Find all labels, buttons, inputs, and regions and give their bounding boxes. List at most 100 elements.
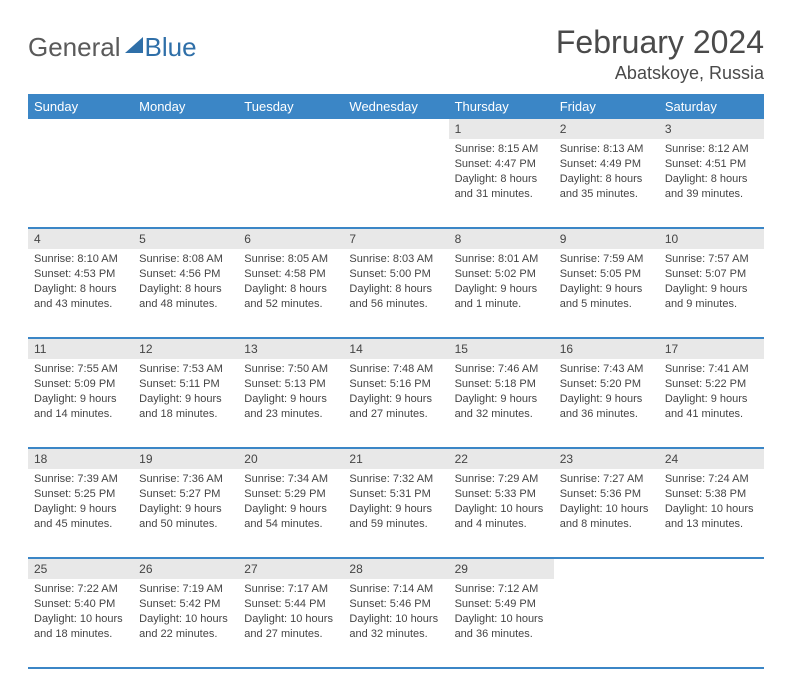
day-info: Sunrise: 7:50 AMSunset: 5:13 PMDaylight:… (238, 359, 343, 427)
daylight-text-2: and 22 minutes. (139, 627, 232, 642)
day-cell: Sunrise: 8:08 AMSunset: 4:56 PMDaylight:… (133, 249, 238, 337)
daylight-text-1: Daylight: 9 hours (665, 392, 758, 407)
sunset-text: Sunset: 5:22 PM (665, 377, 758, 392)
day-cell: Sunrise: 7:59 AMSunset: 5:05 PMDaylight:… (554, 249, 659, 337)
day-number-cell (659, 558, 764, 579)
day-cell: Sunrise: 7:27 AMSunset: 5:36 PMDaylight:… (554, 469, 659, 557)
day-info: Sunrise: 8:13 AMSunset: 4:49 PMDaylight:… (554, 139, 659, 207)
daylight-text-1: Daylight: 9 hours (349, 392, 442, 407)
sunrise-text: Sunrise: 7:29 AM (455, 472, 548, 487)
sunrise-text: Sunrise: 7:50 AM (244, 362, 337, 377)
daylight-text-1: Daylight: 9 hours (560, 392, 653, 407)
day-cell: Sunrise: 7:53 AMSunset: 5:11 PMDaylight:… (133, 359, 238, 447)
sunrise-text: Sunrise: 7:55 AM (34, 362, 127, 377)
sunset-text: Sunset: 4:56 PM (139, 267, 232, 282)
daylight-text-2: and 9 minutes. (665, 297, 758, 312)
week-daynum-row: 2526272829 (28, 558, 764, 579)
day-number-cell: 11 (28, 338, 133, 359)
day-info: Sunrise: 7:12 AMSunset: 5:49 PMDaylight:… (449, 579, 554, 647)
daylight-text-1: Daylight: 9 hours (34, 502, 127, 517)
daylight-text-2: and 1 minute. (455, 297, 548, 312)
week-info-row: Sunrise: 8:10 AMSunset: 4:53 PMDaylight:… (28, 249, 764, 337)
daylight-text-1: Daylight: 10 hours (349, 612, 442, 627)
day-number-cell (238, 119, 343, 139)
daylight-text-2: and 5 minutes. (560, 297, 653, 312)
daylight-text-1: Daylight: 8 hours (455, 172, 548, 187)
brand-logo: General Blue (28, 24, 197, 63)
sunrise-text: Sunrise: 8:12 AM (665, 142, 758, 157)
day-cell: Sunrise: 7:57 AMSunset: 5:07 PMDaylight:… (659, 249, 764, 337)
daylight-text-2: and 32 minutes. (349, 627, 442, 642)
dayname-thursday: Thursday (449, 94, 554, 119)
daylight-text-1: Daylight: 10 hours (139, 612, 232, 627)
day-number-cell (28, 119, 133, 139)
day-info: Sunrise: 7:57 AMSunset: 5:07 PMDaylight:… (659, 249, 764, 317)
day-cell (554, 579, 659, 667)
sunset-text: Sunset: 5:40 PM (34, 597, 127, 612)
day-info: Sunrise: 7:32 AMSunset: 5:31 PMDaylight:… (343, 469, 448, 537)
day-cell: Sunrise: 8:03 AMSunset: 5:00 PMDaylight:… (343, 249, 448, 337)
day-info: Sunrise: 8:03 AMSunset: 5:00 PMDaylight:… (343, 249, 448, 317)
day-header-row: Sunday Monday Tuesday Wednesday Thursday… (28, 94, 764, 119)
sunset-text: Sunset: 4:47 PM (455, 157, 548, 172)
day-cell: Sunrise: 7:34 AMSunset: 5:29 PMDaylight:… (238, 469, 343, 557)
sunrise-text: Sunrise: 7:24 AM (665, 472, 758, 487)
daylight-text-1: Daylight: 9 hours (139, 392, 232, 407)
day-info: Sunrise: 8:12 AMSunset: 4:51 PMDaylight:… (659, 139, 764, 207)
sunset-text: Sunset: 5:09 PM (34, 377, 127, 392)
day-info: Sunrise: 7:53 AMSunset: 5:11 PMDaylight:… (133, 359, 238, 427)
day-info: Sunrise: 7:19 AMSunset: 5:42 PMDaylight:… (133, 579, 238, 647)
daylight-text-2: and 45 minutes. (34, 517, 127, 532)
day-number-cell: 24 (659, 448, 764, 469)
day-number-cell: 26 (133, 558, 238, 579)
day-number-cell: 8 (449, 228, 554, 249)
daylight-text-1: Daylight: 9 hours (244, 392, 337, 407)
day-number-cell: 19 (133, 448, 238, 469)
daylight-text-1: Daylight: 9 hours (349, 502, 442, 517)
day-cell (343, 139, 448, 227)
dayname-sunday: Sunday (28, 94, 133, 119)
day-number-cell: 25 (28, 558, 133, 579)
day-number-cell: 21 (343, 448, 448, 469)
day-info: Sunrise: 7:46 AMSunset: 5:18 PMDaylight:… (449, 359, 554, 427)
page-title: February 2024 (556, 24, 764, 61)
daylight-text-1: Daylight: 8 hours (349, 282, 442, 297)
daylight-text-2: and 13 minutes. (665, 517, 758, 532)
day-cell: Sunrise: 7:12 AMSunset: 5:49 PMDaylight:… (449, 579, 554, 667)
day-number-cell: 2 (554, 119, 659, 139)
week-daynum-row: 45678910 (28, 228, 764, 249)
day-cell (133, 139, 238, 227)
daylight-text-2: and 27 minutes. (244, 627, 337, 642)
daylight-text-2: and 18 minutes. (139, 407, 232, 422)
day-info: Sunrise: 7:55 AMSunset: 5:09 PMDaylight:… (28, 359, 133, 427)
calendar-page: General Blue February 2024 Abatskoye, Ru… (0, 0, 792, 693)
day-number-cell: 17 (659, 338, 764, 359)
week-info-row: Sunrise: 7:39 AMSunset: 5:25 PMDaylight:… (28, 469, 764, 557)
daylight-text-1: Daylight: 9 hours (244, 502, 337, 517)
week-info-row: Sunrise: 8:15 AMSunset: 4:47 PMDaylight:… (28, 139, 764, 227)
day-number-cell: 28 (343, 558, 448, 579)
day-number-cell: 23 (554, 448, 659, 469)
day-number-cell: 14 (343, 338, 448, 359)
sunrise-text: Sunrise: 7:14 AM (349, 582, 442, 597)
daylight-text-2: and 52 minutes. (244, 297, 337, 312)
dayname-saturday: Saturday (659, 94, 764, 119)
day-cell: Sunrise: 7:50 AMSunset: 5:13 PMDaylight:… (238, 359, 343, 447)
day-cell: Sunrise: 8:13 AMSunset: 4:49 PMDaylight:… (554, 139, 659, 227)
day-cell (28, 139, 133, 227)
day-cell: Sunrise: 8:01 AMSunset: 5:02 PMDaylight:… (449, 249, 554, 337)
daylight-text-2: and 35 minutes. (560, 187, 653, 202)
sunset-text: Sunset: 5:31 PM (349, 487, 442, 502)
sunset-text: Sunset: 5:27 PM (139, 487, 232, 502)
sunrise-text: Sunrise: 8:05 AM (244, 252, 337, 267)
day-number-cell (554, 558, 659, 579)
sunset-text: Sunset: 5:25 PM (34, 487, 127, 502)
day-cell: Sunrise: 7:24 AMSunset: 5:38 PMDaylight:… (659, 469, 764, 557)
day-info (238, 139, 343, 148)
sunset-text: Sunset: 4:51 PM (665, 157, 758, 172)
daylight-text-1: Daylight: 10 hours (244, 612, 337, 627)
day-number-cell: 16 (554, 338, 659, 359)
daylight-text-2: and 54 minutes. (244, 517, 337, 532)
sunset-text: Sunset: 4:58 PM (244, 267, 337, 282)
sunrise-text: Sunrise: 7:39 AM (34, 472, 127, 487)
